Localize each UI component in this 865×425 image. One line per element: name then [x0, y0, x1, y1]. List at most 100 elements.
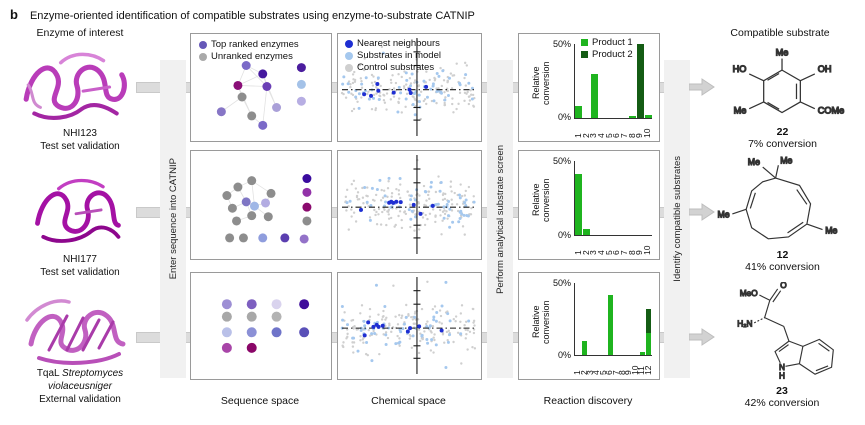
protein-ribbon-tqal [25, 299, 126, 365]
unranked-dot-icon [199, 52, 207, 61]
figure-title-text: Enzyme-oriented identification of compat… [29, 10, 475, 22]
legend-label: Nearest neighbours [357, 38, 440, 49]
atom-label: COMe [818, 106, 844, 116]
flow-arrow-icon [689, 78, 715, 96]
compatible-column-header: Compatible substrate [730, 27, 830, 39]
y-axis-title: Relative conversion [531, 300, 551, 344]
top-ranked-dot-icon [199, 40, 207, 49]
step-label: Identify compatible substrates [671, 156, 683, 282]
enzyme-validation: External validation [39, 394, 121, 405]
product2-swatch-icon [581, 51, 588, 59]
substrate-number: 22 [776, 126, 789, 138]
legend-label: Top ranked enzymes [211, 39, 299, 50]
atom-label: H₂N [737, 319, 752, 328]
substrate-structure-22: Me HO OH Me COMe [732, 47, 845, 116]
bar-plot [574, 161, 652, 236]
substrate-conversion: 41% conversion [745, 261, 820, 273]
chemical-space-panel-1: Nearest neighbours Substrates in model C… [337, 33, 482, 142]
enzyme-name: TqaL Streptomyces violaceusniger [7, 367, 153, 393]
enzyme-validation: Test set validation [40, 267, 120, 278]
atom-label: HO [733, 64, 747, 74]
step-label: Perform analytical substrate screen [494, 144, 506, 294]
chemical-scatter [340, 277, 477, 374]
atom-label: MeO [740, 289, 758, 298]
sequence-space-panel-3 [190, 272, 332, 380]
flow-arrow-icon [689, 203, 715, 221]
sequence-space-panel-2 [190, 150, 332, 260]
enzyme-caption: TqaL Streptomyces violaceusniger Externa… [7, 367, 153, 406]
atom-label: N [779, 363, 785, 372]
reaction-chart-panel-2: 50% 0% Relative conversion 1 2 3 4 5 6 7 8 9 10 [518, 150, 660, 260]
substrate-conversion: 7% conversion [748, 138, 817, 150]
sequence-space-panel-1: Top ranked enzymes Unranked enzymes [190, 33, 332, 142]
step-substrate-screen: Perform analytical substrate screen [487, 60, 513, 378]
product-legend: Product 1 Product 2 [581, 37, 633, 61]
atom-label: Me [717, 210, 729, 220]
chemical-scatter [340, 38, 476, 136]
enzyme-name-species: Streptomyces violaceusniger [48, 368, 124, 392]
x-axis-ticks: 1 2 3 4 5 6 7 8 9 10 [572, 128, 653, 138]
protein-ribbon-nhi177 [35, 178, 121, 243]
step-identify-substrates: Identify compatible substrates [664, 60, 690, 378]
chemical-legend: Nearest neighbours Substrates in model C… [345, 38, 441, 74]
reaction-chart-panel-1: 50% 0% Relative conversion 1 2 3 4 5 6 7 8 9 10 P… [518, 33, 660, 142]
flow-arrow-icon [689, 328, 715, 346]
y-axis-title: Relative conversion [531, 178, 551, 222]
bar-plot [574, 283, 652, 356]
atom-label: O [780, 282, 787, 290]
sequence-scatter [221, 299, 310, 353]
atom-label: Me [734, 106, 747, 116]
legend-label: Product 2 [592, 48, 633, 60]
y-axis-min-label: 0% [557, 350, 571, 360]
legend-label: Substrates in model [357, 49, 441, 61]
sequence-legend: Top ranked enzymes Unranked enzymes [199, 39, 299, 63]
reaction-chart-panel-3: 50% 0% Relative conversion 1 2 3 4 5 6 7 8 9 10 11… [518, 272, 660, 380]
protein-ribbon-nhi123 [23, 52, 127, 120]
y-axis-min-label: 0% [557, 230, 571, 240]
step-label: Enter sequence into CATNIP [167, 158, 179, 280]
chemical-space-label: Chemical space [371, 395, 446, 407]
legend-label: Unranked enzymes [211, 50, 293, 62]
y-axis-min-label: 0% [557, 112, 571, 122]
control-substrates-dot-icon [345, 63, 353, 72]
atom-label: Me [748, 157, 760, 167]
nearest-neighbours-dot-icon [345, 39, 353, 48]
y-axis-max-label: 50% [552, 39, 571, 49]
step-enter-sequence: Enter sequence into CATNIP [160, 60, 186, 378]
atom-label: H [779, 372, 785, 381]
y-axis-max-label: 50% [552, 278, 571, 288]
sequence-space-label: Sequence space [220, 395, 300, 407]
figure-title: b Enzyme-oriented identification of compa… [10, 6, 475, 24]
x-axis-ticks: 1 2 3 4 5 6 7 8 9 10 11 12 [572, 365, 653, 375]
substrate-number: 23 [776, 385, 788, 397]
chemical-space-panel-3 [337, 272, 482, 380]
sequence-scatter [216, 61, 306, 130]
legend-label: Product 1 [592, 37, 633, 48]
enzyme-caption: NHI123 Test set validation [10, 127, 150, 153]
substrate-conversion: 42% conversion [744, 397, 820, 409]
enzyme-name: NHI177 [63, 254, 97, 265]
enzyme-caption: NHI177 Test set validation [10, 253, 150, 279]
atom-label: Me [780, 156, 792, 165]
substrates-in-model-dot-icon [345, 51, 353, 60]
chemical-space-panel-2 [337, 150, 482, 260]
substrate-structure-23: MeO O H₂N N H [737, 282, 834, 381]
enzyme-name: NHI123 [63, 128, 97, 139]
enzyme-column-header: Enzyme of interest [36, 27, 124, 39]
atom-label: Me [825, 225, 837, 235]
enzyme-name-prefix: TqaL [36, 368, 63, 379]
y-axis-max-label: 50% [552, 156, 571, 166]
y-axis-title: Relative conversion [531, 61, 551, 105]
chemical-scatter [342, 155, 476, 254]
panel-letter: b [10, 7, 18, 22]
product1-swatch-icon [581, 39, 588, 47]
substrate-structure-12: Me Me Me Me [717, 156, 838, 240]
reaction-discovery-label: Reaction discovery [543, 395, 633, 407]
substrate-number: 12 [776, 249, 789, 261]
atom-label: Me [776, 48, 789, 58]
legend-label: Control substrates [357, 61, 435, 73]
sequence-scatter [222, 174, 312, 244]
enzyme-validation: Test set validation [40, 141, 120, 152]
atom-label: OH [818, 64, 832, 74]
